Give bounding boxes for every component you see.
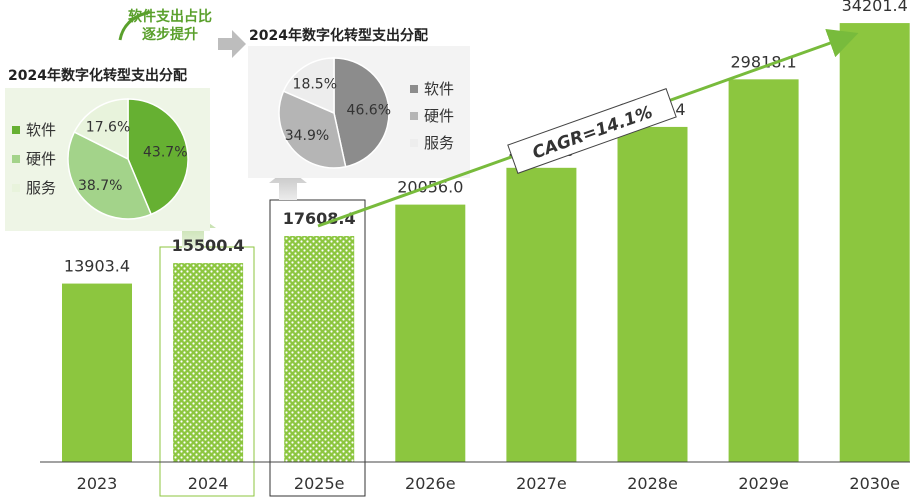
pie-slice-2 xyxy=(282,57,335,115)
legend-label: 软件 xyxy=(26,121,56,139)
x-tick-label: 2026e xyxy=(405,474,456,493)
bar-2023 xyxy=(62,283,132,462)
bar-value-label: 15500.4 xyxy=(172,236,245,255)
bar-2025e xyxy=(284,236,355,462)
pie-value-label: 18.5% xyxy=(293,77,337,93)
bar-value-label: 34201.4 xyxy=(842,0,908,15)
highlight-frame-2024 xyxy=(159,246,255,497)
x-tick-label: 2023 xyxy=(77,474,118,493)
pie-slice-1 xyxy=(278,90,347,169)
legend-label: 硬件 xyxy=(26,150,56,168)
bar-value-label: 13903.4 xyxy=(64,257,130,276)
legend-swatch xyxy=(410,85,418,93)
legend-swatch xyxy=(410,139,418,147)
pie-value-label: 17.6% xyxy=(86,120,130,136)
legend-swatch xyxy=(12,184,20,192)
legend-label: 服务 xyxy=(424,134,454,152)
legend-label: 服务 xyxy=(26,179,56,197)
pie-value-label: 46.6% xyxy=(347,102,391,118)
bar-2024 xyxy=(173,263,244,462)
pie-slice-0 xyxy=(333,57,390,168)
bar-value-label: 29818.1 xyxy=(731,52,797,71)
callout-line2: 逐步提升 xyxy=(142,26,198,43)
highlight-frame-2025e xyxy=(269,199,366,497)
pie-slice-2 xyxy=(73,98,129,161)
pie-2024-title: 2024年数字化转型支出分配 xyxy=(8,67,187,84)
legend-label: 硬件 xyxy=(424,107,454,125)
bar-2030e xyxy=(839,23,910,463)
x-tick-label: 2027e xyxy=(516,474,567,493)
bar-2026e xyxy=(395,204,466,462)
pie-value-label: 38.7% xyxy=(78,178,122,194)
bar-2029e xyxy=(728,79,799,462)
x-tick-label: 2028e xyxy=(627,474,678,493)
x-tick-label: 2029e xyxy=(738,474,789,493)
legend-swatch xyxy=(12,126,20,134)
x-tick-label: 2024 xyxy=(188,474,229,493)
pie-value-label: 34.9% xyxy=(285,128,329,144)
bar-2028e xyxy=(617,126,688,462)
pie-2024: 43.7% 38.7% 17.6% xyxy=(67,98,189,220)
legend-swatch xyxy=(410,112,418,120)
right-arrow-icon xyxy=(218,30,246,58)
bar-2027e xyxy=(506,167,577,463)
pie-2025-title: 2024年数字化转型支出分配 xyxy=(249,27,428,44)
pie-slice-0 xyxy=(127,98,189,216)
bar-value-label: 17608.4 xyxy=(283,209,356,228)
pie-slice-1 xyxy=(67,131,153,220)
callout-curve xyxy=(118,10,151,41)
legend-label: 软件 xyxy=(424,80,454,98)
x-tick-label: 2025e xyxy=(294,474,345,493)
x-tick-label: 2030e xyxy=(849,474,900,493)
bar-series: 13903.4202315500.4202417608.42025e20056.… xyxy=(62,0,910,493)
pie-2025: 46.6% 34.9% 18.5% xyxy=(278,57,391,169)
legend-swatch xyxy=(12,155,20,163)
pie-value-label: 43.7% xyxy=(143,145,187,161)
